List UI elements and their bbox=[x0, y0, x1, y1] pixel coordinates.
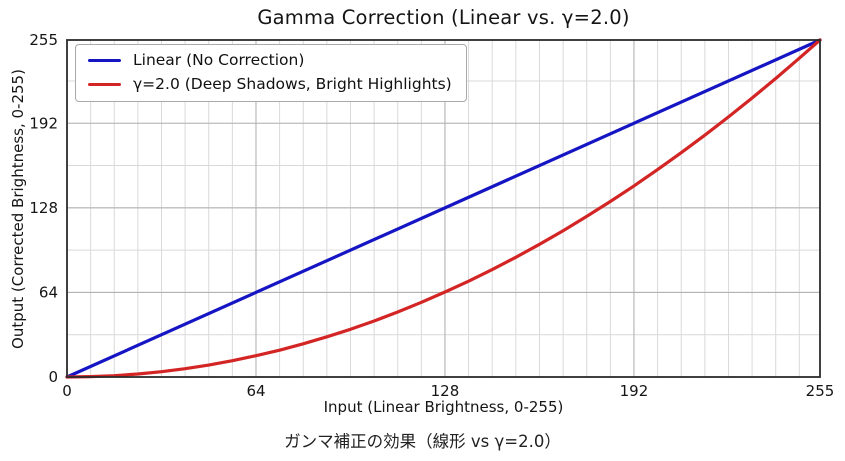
legend-label-gamma-2.0: γ=2.0 (Deep Shadows, Bright Highlights) bbox=[133, 75, 452, 94]
y-tick-label: 128 bbox=[29, 199, 58, 217]
x-tick-label: 192 bbox=[620, 382, 649, 400]
legend: Linear (No Correction) γ=2.0 (Deep Shadow… bbox=[75, 44, 467, 103]
legend-swatch-linear bbox=[88, 58, 121, 63]
legend-entry-linear: Linear (No Correction) bbox=[88, 51, 452, 69]
x-tick-label: 128 bbox=[431, 382, 460, 400]
y-axis-label: Output (Corrected Brightness, 0-255) bbox=[9, 69, 27, 349]
y-tick-label: 64 bbox=[39, 283, 58, 301]
x-tick-label: 64 bbox=[246, 382, 265, 400]
x-tick-label: 0 bbox=[62, 382, 72, 400]
x-tick-labels: 0 64 128 192 255 bbox=[62, 382, 834, 400]
legend-swatch-gamma-2.0 bbox=[88, 82, 121, 87]
y-tick-label: 255 bbox=[29, 31, 58, 49]
y-tick-label: 192 bbox=[29, 114, 58, 132]
x-tick-label: 255 bbox=[806, 382, 835, 400]
x-axis-label: Input (Linear Brightness, 0-255) bbox=[323, 398, 564, 416]
legend-entry-gamma-2.0: γ=2.0 (Deep Shadows, Bright Highlights) bbox=[88, 75, 452, 94]
figure-caption: ガンマ補正の効果（線形 vs γ=2.0） bbox=[284, 432, 561, 451]
series-line-linear bbox=[65, 38, 822, 379]
legend-label-linear: Linear (No Correction) bbox=[133, 51, 305, 69]
series-line-gamma-2.0 bbox=[65, 38, 822, 379]
chart-title: Gamma Correction (Linear vs. γ=2.0) bbox=[257, 6, 630, 29]
y-tick-label: 0 bbox=[48, 368, 58, 386]
y-tick-labels: 0 64 128 192 255 bbox=[29, 31, 58, 386]
axes-frame bbox=[66, 39, 821, 378]
